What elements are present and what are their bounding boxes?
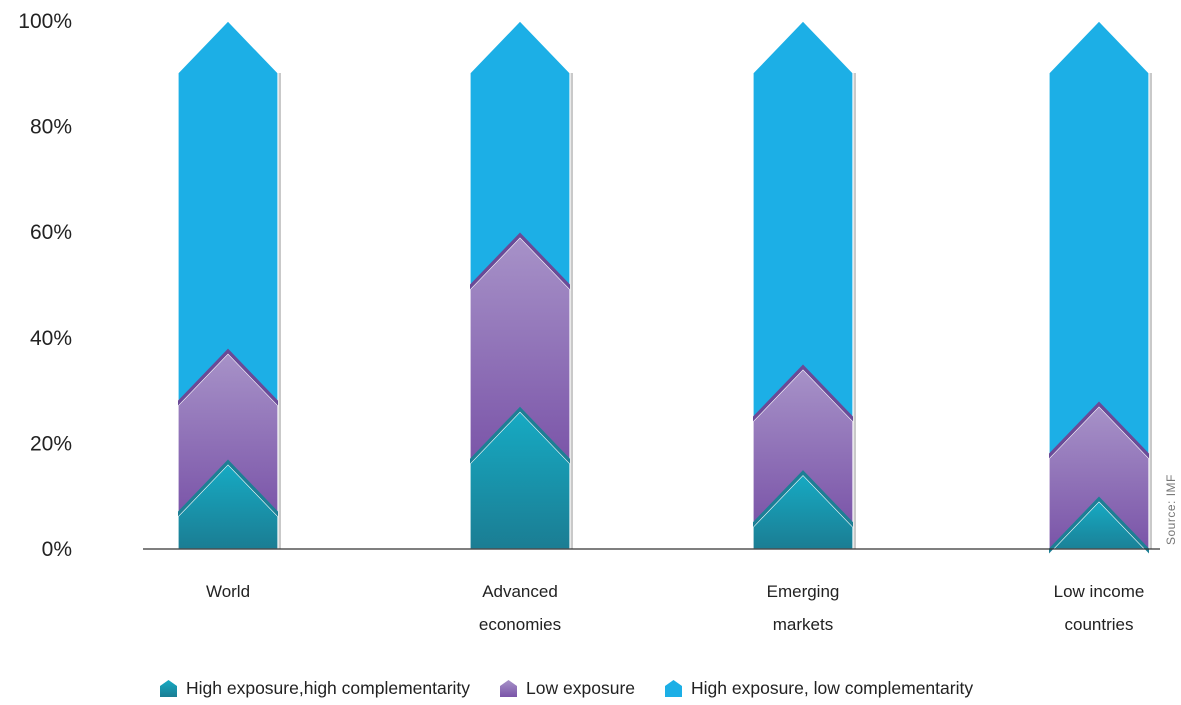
bar-segment-low-complementarity (1048, 20, 1150, 460)
y-tick-label: 80% (30, 116, 72, 139)
legend-label-low-complementarity: High exposure, low complementarity (691, 678, 974, 698)
source-annotation: Source: IMF (1164, 474, 1178, 545)
y-tick-label: 0% (42, 538, 72, 561)
legend-swatch-low-complementarity (665, 680, 683, 697)
legend-swatch-high-complementarity (160, 680, 177, 697)
x-tick-label: World (206, 582, 250, 601)
bar-segment-low-complementarity (752, 20, 854, 423)
y-tick-label: 100% (18, 10, 72, 33)
x-axis: World Advanced economies Emerging markets Low… (206, 582, 1144, 634)
bar-shadow (1149, 73, 1152, 549)
x-tick-label: Advanced economies (479, 582, 561, 634)
x-tick-label: Emerging markets (767, 582, 840, 634)
legend-item-low-complementarity: High exposure, low complementarity (665, 678, 973, 699)
bar-shadow (278, 73, 281, 549)
bar-shadow (570, 73, 573, 549)
y-tick-label: 40% (30, 327, 72, 350)
legend-item-high-complementarity: High exposure,high complementarity (160, 678, 470, 699)
legend-label-high-complementarity: High exposure,high complementarity (186, 678, 471, 698)
y-tick-label: 20% (30, 432, 72, 455)
bars-group (177, 20, 1152, 555)
legend-swatch-low-exposure (500, 680, 518, 697)
x-tick-label: Low income countries (1054, 582, 1145, 634)
bar-shadow (853, 73, 856, 549)
bar-segment-low-complementarity (177, 20, 279, 408)
y-tick-label: 60% (30, 221, 72, 244)
legend: High exposure,high complementarity Low e… (160, 678, 973, 699)
legend-label-low-exposure: Low exposure (526, 678, 636, 698)
legend-item-low-exposure: Low exposure (500, 678, 635, 699)
y-axis: 0% 20% 40% 60% 80% 100% (18, 10, 72, 561)
